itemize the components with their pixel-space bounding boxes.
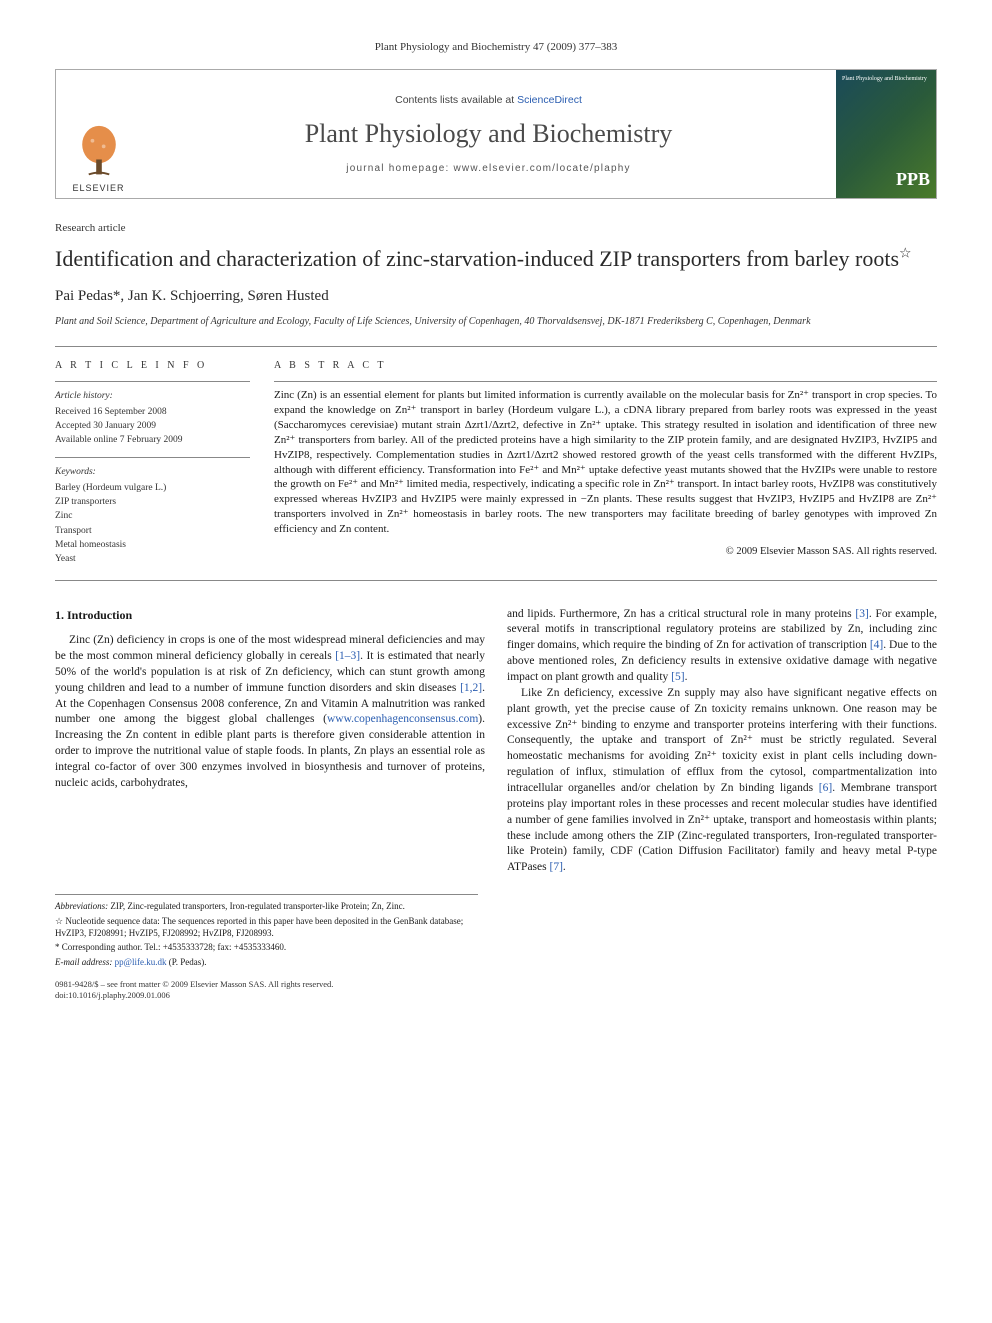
intro-para-1: Zinc (Zn) deficiency in crops is one of … bbox=[55, 633, 485, 792]
article-type: Research article bbox=[55, 221, 937, 236]
abbrev-footnote: Abbreviations: ZIP, Zinc-regulated trans… bbox=[55, 901, 478, 913]
intro-para-1-cont: and lipids. Furthermore, Zn has a critic… bbox=[507, 607, 937, 686]
abbrev-text: ZIP, Zinc-regulated transporters, Iron-r… bbox=[108, 901, 405, 911]
title-text: Identification and characterization of z… bbox=[55, 246, 899, 271]
text: . bbox=[685, 671, 688, 683]
separator-rule-2 bbox=[55, 580, 937, 581]
issn-copyright: 0981-9428/$ – see front matter © 2009 El… bbox=[55, 979, 937, 990]
keyword: Yeast bbox=[55, 553, 250, 566]
right-column: and lipids. Furthermore, Zn has a critic… bbox=[507, 607, 937, 877]
meta-row: A R T I C L E I N F O Article history: R… bbox=[55, 359, 937, 567]
sciencedirect-link[interactable]: ScienceDirect bbox=[517, 94, 582, 106]
ref-link[interactable]: [7] bbox=[550, 861, 563, 873]
keyword: Metal homeostasis bbox=[55, 539, 250, 552]
abbrev-label: Abbreviations: bbox=[55, 901, 108, 911]
email-suffix: (P. Pedas). bbox=[166, 957, 206, 967]
corresponding-footnote: * Corresponding author. Tel.: +453533372… bbox=[55, 942, 478, 954]
abstract-head: A B S T R A C T bbox=[274, 359, 937, 373]
corr-text: Corresponding author. Tel.: +4535333728;… bbox=[60, 942, 287, 952]
contents-prefix: Contents lists available at bbox=[395, 94, 517, 106]
text: . bbox=[563, 861, 566, 873]
email-link[interactable]: pp@life.ku.dk bbox=[115, 957, 167, 967]
journal-banner: ELSEVIER Contents lists available at Sci… bbox=[55, 69, 937, 199]
accepted-date: Accepted 30 January 2009 bbox=[55, 420, 250, 433]
external-link[interactable]: www.copenhagenconsensus.com bbox=[327, 713, 478, 725]
cover-small-title: Plant Physiology and Biochemistry bbox=[842, 76, 930, 83]
article-info-block: A R T I C L E I N F O Article history: R… bbox=[55, 359, 250, 567]
keyword: ZIP transporters bbox=[55, 496, 250, 509]
abstract-block: A B S T R A C T Zinc (Zn) is an essentia… bbox=[274, 359, 937, 567]
ref-link[interactable]: [3] bbox=[855, 608, 868, 620]
received-date: Received 16 September 2008 bbox=[55, 406, 250, 419]
separator-rule bbox=[55, 346, 937, 347]
email-footnote: E-mail address: pp@life.ku.dk (P. Pedas)… bbox=[55, 957, 478, 969]
keywords-label: Keywords: bbox=[55, 466, 250, 479]
banner-center: Contents lists available at ScienceDirec… bbox=[141, 70, 836, 198]
footnotes-block: Abbreviations: ZIP, Zinc-regulated trans… bbox=[55, 894, 478, 968]
ref-link[interactable]: [4] bbox=[870, 639, 883, 651]
abstract-text: Zinc (Zn) is an essential element for pl… bbox=[274, 388, 937, 559]
text: Like Zn deficiency, excessive Zn supply … bbox=[507, 687, 937, 794]
article-title: Identification and characterization of z… bbox=[55, 245, 937, 273]
history-label: Article history: bbox=[55, 390, 250, 403]
email-label: E-mail address: bbox=[55, 957, 112, 967]
footnote-star: ☆ bbox=[55, 916, 63, 926]
keyword: Barley (Hordeum vulgare L.) bbox=[55, 482, 250, 495]
journal-homepage-line: journal homepage: www.elsevier.com/locat… bbox=[346, 162, 630, 176]
text: . Membrane transport proteins play impor… bbox=[507, 782, 937, 873]
keyword: Transport bbox=[55, 525, 250, 538]
bottom-meta: 0981-9428/$ – see front matter © 2009 El… bbox=[55, 979, 937, 1001]
contents-available-line: Contents lists available at ScienceDirec… bbox=[395, 93, 582, 108]
publisher-name: ELSEVIER bbox=[72, 182, 124, 195]
abstract-rule bbox=[274, 381, 937, 382]
journal-name: Plant Physiology and Biochemistry bbox=[305, 116, 673, 152]
ref-link[interactable]: [1,2] bbox=[460, 682, 482, 694]
citation-line: Plant Physiology and Biochemistry 47 (20… bbox=[55, 40, 937, 55]
online-date: Available online 7 February 2009 bbox=[55, 434, 250, 447]
homepage-prefix: journal homepage: bbox=[346, 163, 453, 174]
ref-link[interactable]: [1–3] bbox=[335, 650, 360, 662]
abstract-body: Zinc (Zn) is an essential element for pl… bbox=[274, 389, 937, 535]
left-column: 1. Introduction Zinc (Zn) deficiency in … bbox=[55, 607, 485, 877]
ref-link[interactable]: [6] bbox=[819, 782, 832, 794]
intro-heading: 1. Introduction bbox=[55, 607, 485, 624]
info-rule bbox=[55, 381, 250, 382]
authors-line: Pai Pedas*, Jan K. Schjoerring, Søren Hu… bbox=[55, 286, 937, 307]
cover-abbrev: PPB bbox=[842, 167, 930, 192]
text: and lipids. Furthermore, Zn has a critic… bbox=[507, 608, 855, 620]
sequence-footnote: ☆ Nucleotide sequence data: The sequence… bbox=[55, 916, 478, 939]
sequence-text: Nucleotide sequence data: The sequences … bbox=[55, 916, 463, 938]
doi-line: doi:10.1016/j.plaphy.2009.01.006 bbox=[55, 990, 937, 1001]
info-rule-2 bbox=[55, 457, 250, 458]
ref-link[interactable]: [5] bbox=[671, 671, 684, 683]
affiliation: Plant and Soil Science, Department of Ag… bbox=[55, 315, 937, 328]
keyword: Zinc bbox=[55, 510, 250, 523]
journal-cover-thumb: Plant Physiology and Biochemistry PPB bbox=[836, 70, 936, 198]
elsevier-tree-icon bbox=[75, 124, 123, 180]
publisher-logo-block: ELSEVIER bbox=[56, 70, 141, 198]
article-info-head: A R T I C L E I N F O bbox=[55, 359, 250, 373]
homepage-url: www.elsevier.com/locate/plaphy bbox=[454, 163, 631, 174]
title-footnote-star: ☆ bbox=[899, 246, 912, 261]
body-columns: 1. Introduction Zinc (Zn) deficiency in … bbox=[55, 607, 937, 877]
intro-para-2: Like Zn deficiency, excessive Zn supply … bbox=[507, 686, 937, 876]
abstract-copyright: © 2009 Elsevier Masson SAS. All rights r… bbox=[274, 545, 937, 559]
